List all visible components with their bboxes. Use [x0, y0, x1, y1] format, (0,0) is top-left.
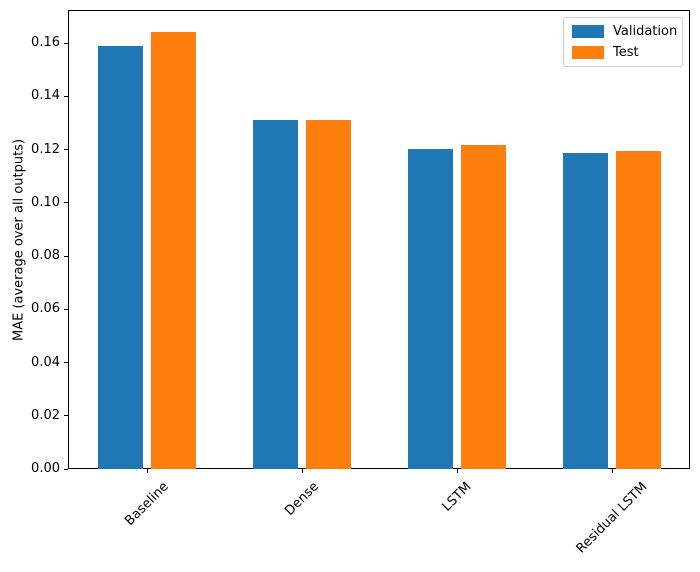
- bar-validation-dense: [253, 120, 298, 469]
- bar-validation-lstm: [408, 148, 453, 469]
- legend-label-test: Test: [613, 45, 639, 60]
- legend-item-validation: Validation: [572, 24, 678, 39]
- y-tick-mark: [64, 362, 68, 363]
- y-tick-label: 0.04: [31, 354, 60, 370]
- y-tick-mark: [64, 308, 68, 310]
- x-tick-mark: [146, 469, 148, 473]
- y-tick-mark: [64, 415, 68, 417]
- legend-swatch-validation: [572, 25, 604, 38]
- y-tick-label: 0.14: [31, 88, 60, 104]
- legend-swatch-test: [572, 46, 604, 59]
- legend-item-test: Test: [572, 45, 674, 60]
- y-tick-label: 0.02: [31, 407, 60, 423]
- bar-validation-residual-lstm: [563, 153, 608, 469]
- y-tick-label: 0.00: [31, 461, 60, 476]
- y-tick-label: 0.12: [31, 141, 60, 157]
- bar-test-lstm: [461, 145, 506, 469]
- bar-test-dense: [306, 120, 351, 469]
- y-tick-label: 0.06: [31, 301, 60, 317]
- legend: Validation Test: [563, 17, 683, 67]
- x-tick-mark: [301, 469, 303, 473]
- y-tick-label: 0.10: [31, 194, 60, 210]
- x-tick-label-baseline: Baseline: [122, 478, 172, 529]
- y-tick-mark: [64, 468, 68, 470]
- bar-validation-baseline: [98, 45, 143, 469]
- bar-test-baseline: [151, 32, 196, 469]
- x-tick-label-residual-lstm: Residual LSTM: [573, 479, 651, 556]
- y-tick-mark: [64, 95, 68, 97]
- x-tick-label-lstm: LSTM: [439, 479, 475, 515]
- legend-label-validation: Validation: [613, 24, 678, 39]
- y-tick-mark: [64, 255, 68, 257]
- x-tick-label-dense: Dense: [282, 478, 322, 519]
- x-tick-mark: [611, 469, 613, 473]
- y-tick-label: 0.16: [31, 35, 60, 50]
- y-tick-label: 0.08: [31, 248, 60, 263]
- bar-test-residual-lstm: [616, 150, 661, 469]
- y-tick-mark: [64, 202, 68, 204]
- y-tick-mark: [64, 42, 68, 44]
- y-tick-mark: [64, 149, 68, 150]
- x-tick-mark: [456, 469, 458, 473]
